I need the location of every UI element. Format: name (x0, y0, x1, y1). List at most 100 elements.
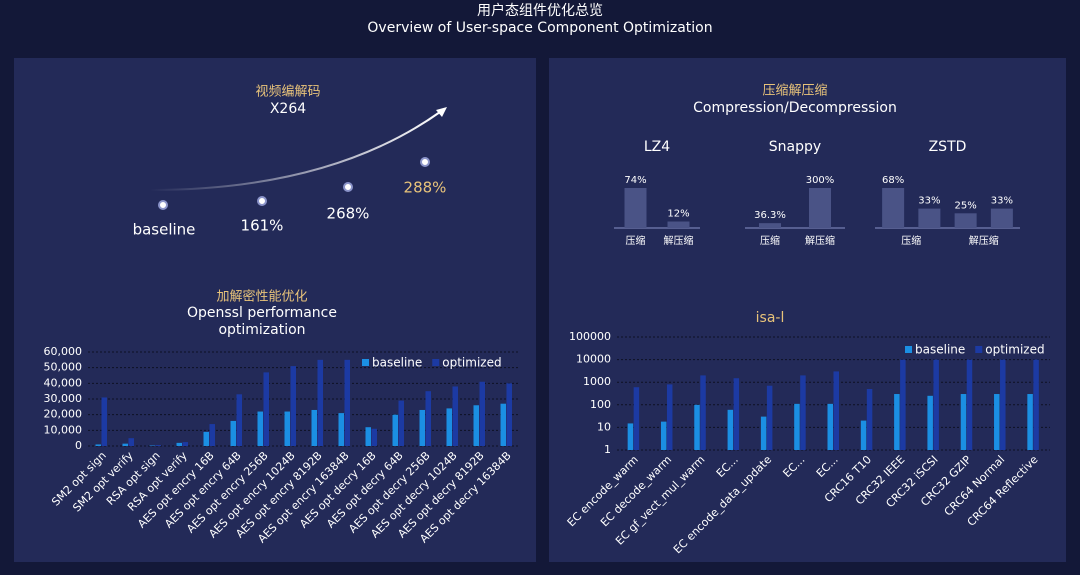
x-tick-label: 解压缩 (664, 234, 694, 247)
legend-label: baseline (915, 343, 965, 357)
section-title: 视频编解码 (255, 85, 320, 100)
bar (263, 372, 269, 446)
bar (236, 394, 242, 446)
bar (473, 405, 479, 446)
bar (694, 404, 700, 450)
bar (860, 420, 867, 450)
bar (990, 208, 1013, 228)
bar (727, 409, 734, 450)
point-label: 268% (327, 205, 370, 223)
y-tick-label: 40,000 (44, 376, 83, 389)
arrow-head (436, 107, 447, 117)
y-tick-label: 50,000 (44, 361, 83, 374)
bar (284, 411, 290, 446)
chart-title: isa-l (756, 310, 785, 326)
y-tick-label: 1000 (583, 375, 611, 388)
chart-title: 加解密性能优化 (216, 289, 307, 305)
bar (759, 223, 781, 228)
bar (833, 371, 839, 450)
bar (128, 438, 134, 446)
bar (182, 442, 188, 446)
bar (230, 420, 236, 446)
bar (1027, 394, 1033, 450)
section-title: 压缩解压缩 (762, 83, 827, 99)
bar (155, 445, 161, 446)
legend-swatch (905, 346, 912, 353)
bar (419, 409, 425, 446)
bar (371, 428, 377, 446)
bar (338, 413, 344, 446)
bar (203, 431, 209, 446)
y-tick-label: 0 (75, 439, 82, 452)
bar (101, 397, 107, 446)
x-tick-label: 压缩 (901, 234, 921, 247)
bar (994, 394, 1000, 450)
bar (866, 389, 873, 450)
point (257, 196, 267, 206)
bar (624, 188, 647, 228)
y-tick-label: 100000 (569, 330, 611, 343)
legend-swatch (432, 359, 440, 366)
bar (344, 359, 350, 446)
y-tick-label: 1 (604, 443, 611, 456)
bar (290, 366, 296, 446)
bar (927, 395, 933, 450)
bar (122, 443, 128, 446)
bar (800, 375, 806, 450)
trend-curve (149, 111, 441, 191)
legend-label: optimized (442, 356, 501, 370)
bar (1000, 359, 1006, 450)
bar (894, 394, 900, 450)
y-tick-label: 10,000 (44, 423, 83, 436)
chart-subtitle: Openssl performance (187, 305, 337, 321)
y-tick-label: 100 (590, 398, 611, 411)
chart-title: Snappy (769, 139, 821, 155)
point-label: 161% (241, 217, 284, 235)
y-tick-label: 20,000 (44, 408, 83, 421)
bar (966, 359, 973, 450)
bar (311, 409, 317, 446)
bar (760, 416, 767, 450)
value-label: 33% (991, 196, 1013, 207)
bar (452, 386, 458, 446)
bar (700, 375, 706, 450)
y-tick-label: 10 (597, 420, 611, 433)
point-label: baseline (133, 221, 196, 239)
page-subtitle: Overview of User-space Component Optimiz… (367, 20, 712, 36)
point (158, 200, 168, 210)
bar (766, 385, 773, 450)
value-label: 33% (918, 196, 940, 207)
bar (733, 378, 740, 450)
bar (500, 403, 506, 446)
chart-title: ZSTD (929, 139, 967, 155)
section-subtitle: X264 (270, 101, 306, 117)
bar (666, 384, 673, 450)
y-tick-label: 60,000 (44, 345, 83, 358)
bar (398, 400, 404, 446)
bar (794, 403, 800, 450)
bar (900, 359, 906, 450)
bar (954, 213, 977, 228)
bar (633, 387, 640, 450)
point (343, 182, 353, 192)
x-tick-label: 压缩 (760, 234, 780, 247)
point-label: 288% (404, 179, 447, 197)
bar (933, 359, 939, 450)
section-subtitle: Compression/Decompression (693, 100, 897, 116)
bar (209, 424, 215, 446)
x-tick-label: 压缩 (626, 234, 646, 247)
bar (627, 423, 634, 450)
bar (95, 444, 101, 446)
chart-subtitle: optimization (218, 322, 305, 338)
bar (960, 394, 967, 450)
bar (365, 427, 371, 446)
panel (14, 58, 536, 562)
value-label: 36.3% (754, 210, 786, 221)
legend-label: baseline (372, 356, 422, 370)
value-label: 300% (806, 175, 835, 186)
x-tick-label: 解压缩 (969, 234, 999, 247)
y-tick-label: 30,000 (44, 392, 83, 405)
y-tick-label: 10000 (576, 353, 611, 366)
bar (918, 208, 941, 228)
page-title: 用户态组件优化总览 (477, 2, 603, 19)
